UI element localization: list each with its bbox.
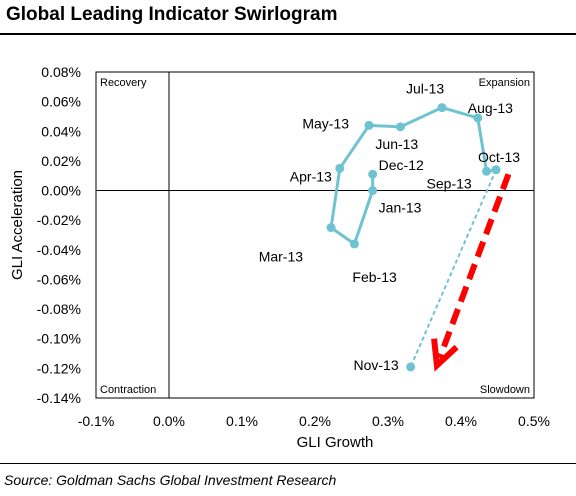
plot-frame [95,71,535,399]
data-point [368,186,378,196]
quadrant-label: Expansion [479,77,530,89]
x-tick-label: 0.5% [518,413,550,429]
source-rule [0,463,576,464]
series-line-segment [367,123,402,129]
series-line-segment [398,106,444,129]
quadrant-label: Slowdown [480,384,530,396]
y-tick-label: -0.08% [37,301,81,317]
data-point-label: Aug-13 [468,100,513,116]
x-tick-label: 0.4% [445,413,477,429]
y-tick-label: -0.12% [37,360,81,376]
x-tick-label: 0.0% [153,413,185,429]
data-point-label: Jul-13 [406,81,444,97]
data-point-label: Apr-13 [290,168,332,184]
data-point [335,163,345,173]
data-point-label: Sep-13 [427,175,472,191]
y-tick-label: -0.04% [37,242,81,258]
annotation-layer [431,173,512,372]
series-line-segment [352,189,375,246]
data-point-label: Jan-13 [379,200,422,216]
data-point-label: Oct-13 [478,149,520,165]
quadrant-label: Recovery [100,77,147,89]
trend-arrow-head [431,338,459,372]
data-point [349,239,359,249]
data-point-label: Nov-13 [353,357,398,373]
series-line-segment [329,226,356,246]
data-point [437,103,447,113]
data-point-label: Mar-13 [259,249,304,265]
title-rule [0,33,576,35]
x-tick-label: 0.1% [226,413,258,429]
data-point [395,122,405,132]
y-tick-label: -0.14% [37,390,81,406]
data-point-label: Feb-13 [352,269,397,285]
data-point [473,113,483,123]
x-tick-label: 0.3% [372,413,404,429]
y-axis-title: GLI Acceleration [9,170,26,280]
data-point [364,120,374,130]
trend-arrow-shaft [436,173,512,359]
y-tick-label: 0.00% [41,183,81,199]
quadrant-labels: Recovery Expansion Contraction Slowdown [100,77,530,396]
data-point [406,362,416,372]
y-tick-label: 0.02% [41,153,81,169]
y-tick-label: -0.10% [37,331,81,347]
data-point-label: Dec-12 [379,157,424,173]
y-tick-labels: 0.08% 0.06% 0.04% 0.02% 0.00% -0.02% -0.04% -0.… [37,64,81,406]
y-tick-label: -0.02% [37,212,81,228]
series-line-segment [476,116,489,173]
data-point [326,223,336,233]
series-layer: Dec-12 Jan-13 Feb-13 Mar-13 Apr-13 May-13 Jun-… [259,81,521,373]
data-point [491,165,501,175]
data-point-label: Jun-13 [375,136,418,152]
series-line-segment [338,123,371,170]
chart-title: Global Leading Indicator Swirlogram [6,4,338,25]
data-point-label: May-13 [302,115,349,131]
series-dashed-segment [409,169,497,368]
data-point [368,169,378,179]
y-tick-label: 0.06% [41,94,81,110]
y-tick-label: 0.04% [41,123,81,139]
x-tick-label: -0.1% [78,413,115,429]
y-tick-label: -0.06% [37,271,81,287]
series-line-segment [329,166,342,230]
x-tick-label: 0.2% [299,413,331,429]
quadrant-label: Contraction [100,384,156,396]
series-line-segment [440,106,480,120]
y-tick-label: 0.08% [41,64,81,80]
x-axis-title: GLI Growth [297,434,374,451]
x-tick-labels: -0.1% 0.0% 0.1% 0.2% 0.3% 0.4% 0.5% [78,413,550,429]
data-point [482,166,492,176]
source-note: Source: Goldman Sachs Global Investment … [4,472,337,488]
